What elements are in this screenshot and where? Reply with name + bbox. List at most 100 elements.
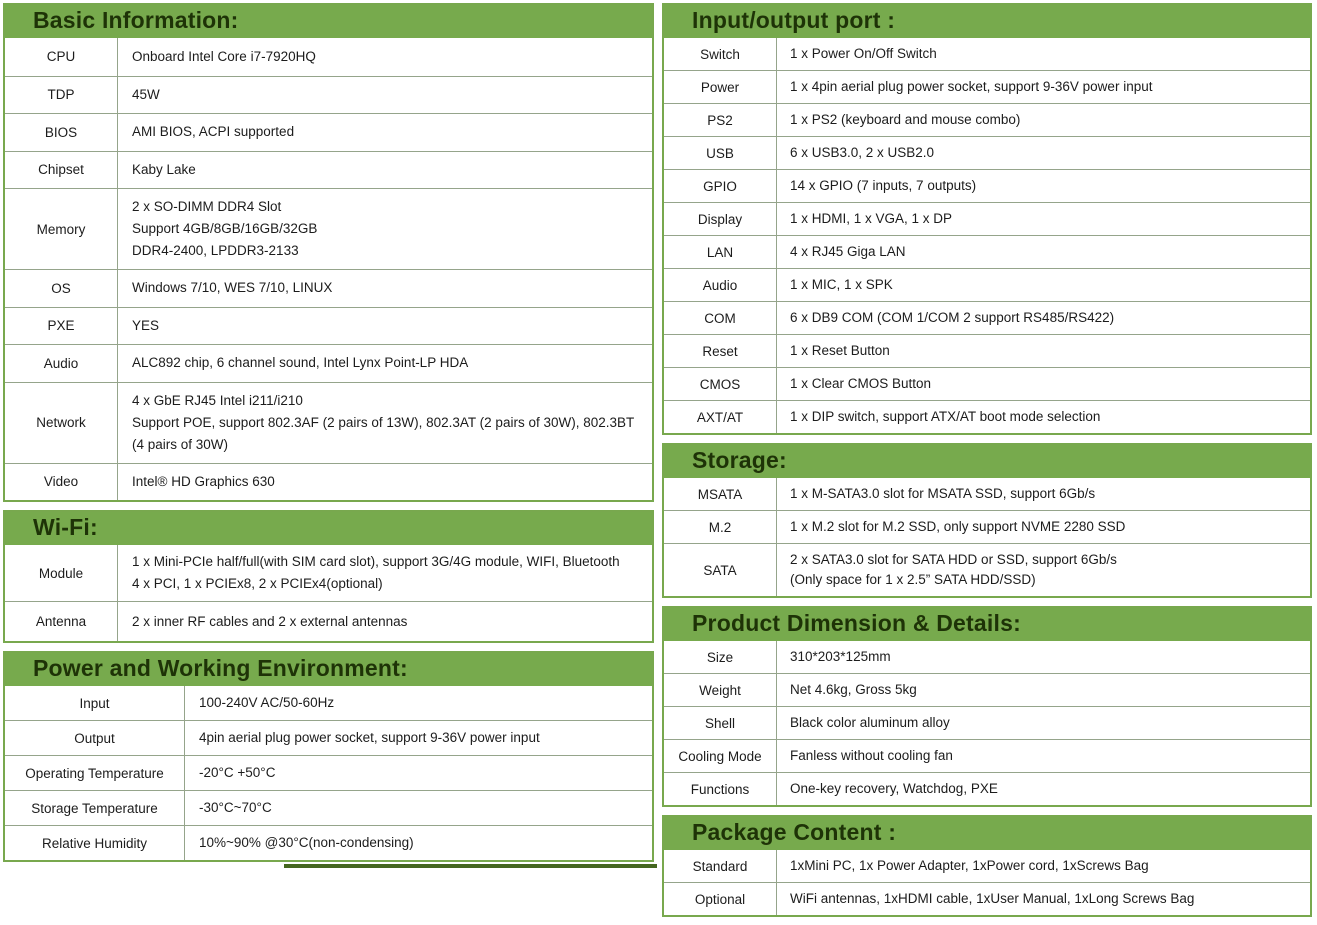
section-title-storage: Storage: xyxy=(664,445,1310,478)
spec-label: TDP xyxy=(5,76,118,113)
spec-label: Shell xyxy=(664,707,777,739)
table-row: Video Intel® HD Graphics 630 xyxy=(5,462,652,500)
spec-label: Input xyxy=(5,686,185,720)
spec-label: Functions xyxy=(664,773,777,805)
table-row: USB 6 x USB3.0, 2 x USB2.0 xyxy=(664,136,1310,169)
spec-value: 14 x GPIO (7 inputs, 7 outputs) xyxy=(790,178,977,193)
spec-label: Antenna xyxy=(5,602,118,641)
spec-label: Video xyxy=(5,463,118,500)
spec-label: Power xyxy=(664,71,777,103)
section-title-power-environment: Power and Working Environment: xyxy=(5,653,652,686)
spec-value: 1 x M.2 slot for M.2 SSD, only support N… xyxy=(790,519,1126,534)
table-row: Operating Temperature -20°C +50°C xyxy=(5,755,652,790)
spec-label: Chipset xyxy=(5,151,118,188)
spec-label: PS2 xyxy=(664,104,777,136)
spec-label: Weight xyxy=(664,674,777,706)
spec-value: 1 x HDMI, 1 x VGA, 1 x DP xyxy=(790,211,953,226)
spec-label: Switch xyxy=(664,38,777,70)
spec-value: 2 x SO-DIMM DDR4 Slot Support 4GB/8GB/16… xyxy=(132,199,318,258)
spec-value: -30°C~70°C xyxy=(199,800,272,815)
table-row: MSATA 1 x M-SATA3.0 slot for MSATA SSD, … xyxy=(664,478,1310,510)
spec-value: -20°C +50°C xyxy=(199,765,276,780)
table-row: Memory 2 x SO-DIMM DDR4 Slot Support 4GB… xyxy=(5,188,652,269)
table-row: CMOS 1 x Clear CMOS Button xyxy=(664,367,1310,400)
spec-label: Cooling Mode xyxy=(664,740,777,772)
spec-label: M.2 xyxy=(664,511,777,543)
spec-label: CMOS xyxy=(664,368,777,400)
spec-value: 1 x Power On/Off Switch xyxy=(790,46,937,61)
table-row: PXE YES xyxy=(5,306,652,344)
spec-value: 310*203*125mm xyxy=(790,649,891,664)
table-row: M.2 1 x M.2 slot for M.2 SSD, only suppo… xyxy=(664,510,1310,543)
table-row: AXT/AT 1 x DIP switch, support ATX/AT bo… xyxy=(664,400,1310,433)
spec-value: 10%~90% @30°C(non-condensing) xyxy=(199,835,414,850)
table-row: BIOS AMI BIOS, ACPI supported xyxy=(5,113,652,151)
spec-value: 100-240V AC/50-60Hz xyxy=(199,695,335,710)
right-column: Input/output port : Switch 1 x Power On/… xyxy=(662,3,1312,925)
spec-value: 4pin aerial plug power socket, support 9… xyxy=(199,730,540,745)
spec-label: Network xyxy=(5,382,118,463)
spec-value: 1 x Reset Button xyxy=(790,343,890,358)
section-wifi: Wi-Fi: Module 1 x Mini-PCIe half/full(wi… xyxy=(3,510,654,643)
spec-value: 6 x DB9 COM (COM 1/COM 2 support RS485/R… xyxy=(790,310,1115,325)
spec-value: 2 x SATA3.0 slot for SATA HDD or SSD, su… xyxy=(790,552,1117,587)
table-row: Reset 1 x Reset Button xyxy=(664,334,1310,367)
spec-value: 1 x PS2 (keyboard and mouse combo) xyxy=(790,112,1021,127)
table-row: PS2 1 x PS2 (keyboard and mouse combo) xyxy=(664,103,1310,136)
bottom-accent-line xyxy=(284,864,657,868)
spec-value: Onboard Intel Core i7-7920HQ xyxy=(132,48,316,64)
spec-value: 6 x USB3.0, 2 x USB2.0 xyxy=(790,145,935,160)
section-title-input-output-port: Input/output port : xyxy=(664,5,1310,38)
spec-label: Relative Humidity xyxy=(5,826,185,860)
spec-label: LAN xyxy=(664,236,777,268)
section-title-package-content: Package Content : xyxy=(664,817,1310,850)
table-row: Antenna 2 x inner RF cables and 2 x exte… xyxy=(5,601,652,641)
spec-label: Reset xyxy=(664,335,777,367)
spec-value: Windows 7/10, WES 7/10, LINUX xyxy=(132,280,333,296)
spec-label: Standard xyxy=(664,850,777,882)
spec-value: 1 x 4pin aerial plug power socket, suppo… xyxy=(790,79,1153,94)
spec-label: GPIO xyxy=(664,170,777,202)
table-row: Display 1 x HDMI, 1 x VGA, 1 x DP xyxy=(664,202,1310,235)
spec-label: SATA xyxy=(664,544,777,596)
table-row: Output 4pin aerial plug power socket, su… xyxy=(5,720,652,755)
spec-label: BIOS xyxy=(5,114,118,151)
section-title-basic-information: Basic Information: xyxy=(5,5,652,38)
spec-label: Display xyxy=(664,203,777,235)
spec-label: COM xyxy=(664,302,777,334)
table-row: CPU Onboard Intel Core i7-7920HQ xyxy=(5,38,652,76)
table-row: Shell Black color aluminum alloy xyxy=(664,706,1310,739)
table-row: LAN 4 x RJ45 Giga LAN xyxy=(664,235,1310,268)
spec-value: 1 x MIC, 1 x SPK xyxy=(790,277,893,292)
spec-label: AXT/AT xyxy=(664,401,777,433)
table-row: OS Windows 7/10, WES 7/10, LINUX xyxy=(5,269,652,307)
table-row: TDP 45W xyxy=(5,75,652,113)
spec-value: Intel® HD Graphics 630 xyxy=(132,473,275,489)
spec-label: PXE xyxy=(5,307,118,344)
spec-value: Kaby Lake xyxy=(132,161,196,177)
section-basic-information: Basic Information: CPU Onboard Intel Cor… xyxy=(3,3,654,502)
spec-value: 1 x Clear CMOS Button xyxy=(790,376,932,391)
spec-value: Net 4.6kg, Gross 5kg xyxy=(790,682,917,697)
spec-value: 2 x inner RF cables and 2 x external ant… xyxy=(132,613,408,629)
spec-label: MSATA xyxy=(664,478,777,510)
spec-label: Output xyxy=(5,721,185,755)
table-row: Standard 1xMini PC, 1x Power Adapter, 1x… xyxy=(664,850,1310,882)
table-row: COM 6 x DB9 COM (COM 1/COM 2 support RS4… xyxy=(664,301,1310,334)
spec-label: CPU xyxy=(5,38,118,76)
table-row: Optional WiFi antennas, 1xHDMI cable, 1x… xyxy=(664,882,1310,915)
section-product-dimension: Product Dimension & Details: Size 310*20… xyxy=(662,606,1312,807)
section-title-wifi: Wi-Fi: xyxy=(5,512,652,545)
spec-value: Black color aluminum alloy xyxy=(790,715,950,730)
table-row: GPIO 14 x GPIO (7 inputs, 7 outputs) xyxy=(664,169,1310,202)
left-column: Basic Information: CPU Onboard Intel Cor… xyxy=(3,3,654,925)
spec-value: 45W xyxy=(132,86,160,102)
spec-value: 1 x Mini-PCIe half/full(with SIM card sl… xyxy=(132,554,620,591)
table-row: Module 1 x Mini-PCIe half/full(with SIM … xyxy=(5,545,652,601)
spec-value: One-key recovery, Watchdog, PXE xyxy=(790,781,998,796)
table-row: Functions One-key recovery, Watchdog, PX… xyxy=(664,772,1310,805)
table-row: Cooling Mode Fanless without cooling fan xyxy=(664,739,1310,772)
spec-value: WiFi antennas, 1xHDMI cable, 1xUser Manu… xyxy=(790,891,1195,906)
table-row: SATA 2 x SATA3.0 slot for SATA HDD or SS… xyxy=(664,543,1310,596)
